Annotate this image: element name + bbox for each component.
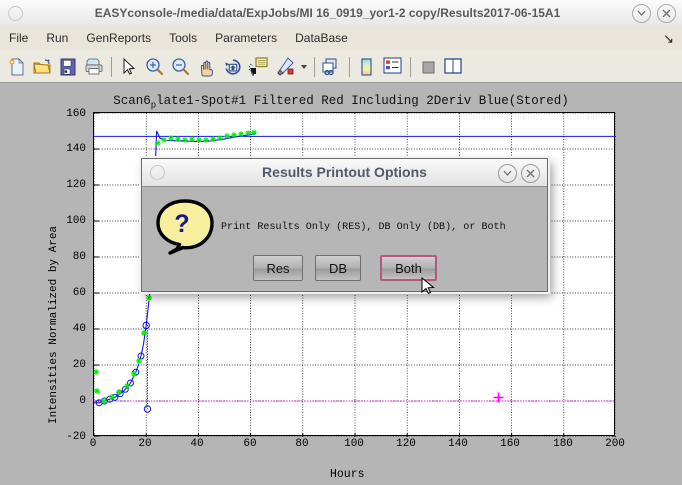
svg-text:?: ? [174, 210, 189, 238]
